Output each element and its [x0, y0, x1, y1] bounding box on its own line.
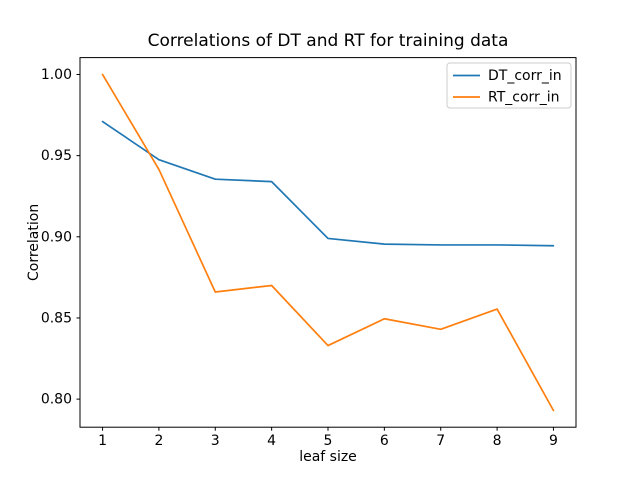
chart-title: Correlations of DT and RT for training d… [148, 31, 509, 51]
x-tick-label: 2 [154, 433, 163, 449]
legend-label: DT_corr_in [488, 68, 562, 84]
x-tick-label: 5 [324, 433, 333, 449]
x-tick-label: 9 [549, 433, 558, 449]
y-tick-label: 0.80 [41, 392, 72, 408]
series-line-dt-corr-in [101, 120, 555, 247]
series-line-rt-corr-in [101, 73, 555, 412]
x-tick-label: 4 [267, 433, 276, 449]
y-tick-label: 0.85 [41, 310, 72, 326]
axes-spines [79, 57, 577, 428]
y-tick-label: 0.90 [41, 229, 72, 245]
legend-label: RT_corr_in [488, 90, 560, 106]
y-axis-label: Correlation [26, 204, 42, 281]
y-tick-label: 1.00 [41, 67, 72, 83]
x-tick-label: 8 [493, 433, 502, 449]
y-tick-label: 0.95 [41, 148, 72, 164]
x-tick-label: 6 [380, 433, 389, 449]
x-axis-label: leaf size [299, 449, 357, 465]
x-tick-label: 1 [98, 433, 107, 449]
x-tick-label: 3 [211, 433, 220, 449]
x-tick-label: 7 [436, 433, 445, 449]
